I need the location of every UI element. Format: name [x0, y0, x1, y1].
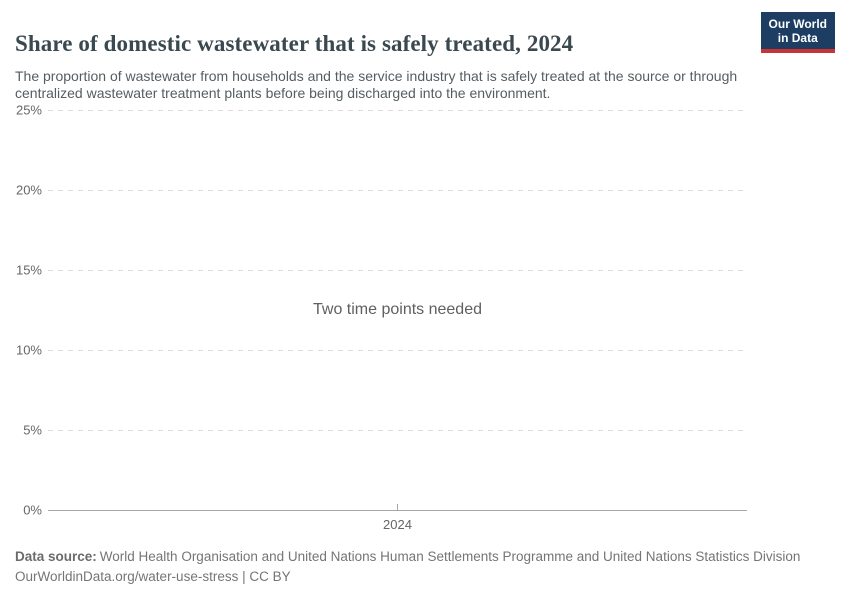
owid-logo-line1: Our World: [768, 17, 827, 31]
gridline: [48, 270, 747, 271]
data-source-label: Data source:: [15, 549, 97, 564]
gridline: [48, 430, 747, 431]
gridline: [48, 190, 747, 191]
owid-logo: Our World in Data: [760, 12, 835, 53]
y-axis-tick-label: 0%: [23, 502, 42, 518]
chart-title: Share of domestic wastewater that is saf…: [15, 31, 574, 57]
gridline: [48, 110, 747, 111]
y-axis-tick-label: 15%: [15, 262, 42, 278]
chart-subtitle: The proportion of wastewater from househ…: [15, 68, 738, 101]
empty-state-message: Two time points needed: [313, 301, 482, 318]
owid-logo-line2: in Data: [777, 31, 818, 45]
y-axis-tick-label: 5%: [23, 422, 42, 438]
x-axis-tick-label: 2024: [383, 517, 412, 532]
x-axis-tick: [397, 504, 398, 511]
y-axis-tick-label: 20%: [15, 182, 42, 198]
footer-data-source: Data source: World Health Organisation an…: [15, 549, 800, 564]
y-axis-tick-label: 25%: [15, 102, 42, 118]
gridline: [48, 350, 747, 351]
footer-license-link[interactable]: OurWorldinData.org/water-use-stress | CC…: [15, 569, 291, 584]
y-axis-tick-label: 10%: [15, 342, 42, 358]
data-source-text: World Health Organisation and United Nat…: [99, 549, 801, 564]
